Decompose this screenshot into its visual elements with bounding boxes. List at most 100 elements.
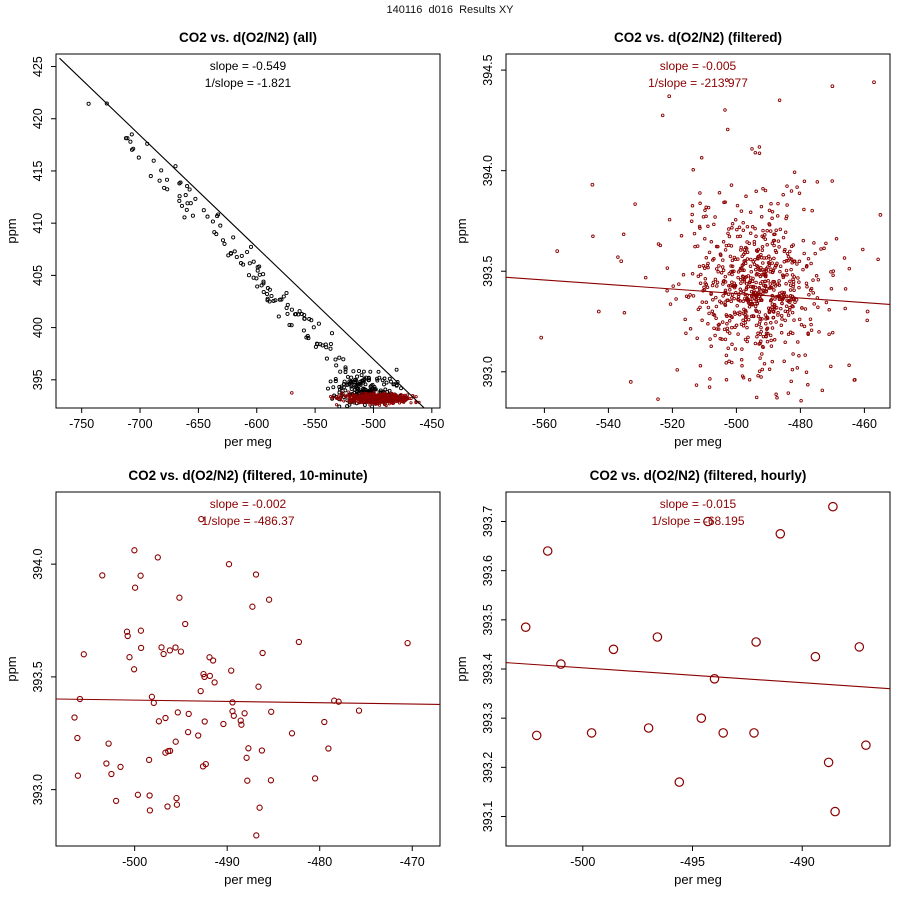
data-point [692, 231, 697, 236]
data-point [767, 254, 771, 259]
data-point [792, 275, 797, 279]
data-point [809, 261, 813, 266]
y-tick-label: 393.0 [31, 774, 45, 805]
panel-co2-filtered-hourly: CO2 vs. d(O2/N2) (filtered, hourly) -500-… [450, 460, 900, 898]
data-point [809, 322, 813, 327]
data-point [779, 331, 784, 335]
data-point [720, 265, 725, 269]
data-point [725, 127, 730, 132]
data-point [753, 226, 757, 231]
fit-line [56, 698, 440, 705]
data-point [750, 225, 755, 229]
data-point [761, 228, 765, 233]
data-point [761, 186, 765, 191]
data-point [173, 164, 178, 169]
data-point [788, 305, 792, 310]
data-point [336, 397, 340, 401]
plot-box [55, 53, 441, 409]
data-point [389, 379, 393, 384]
data-point [743, 317, 748, 322]
data-point [715, 327, 719, 331]
data-point [388, 399, 392, 403]
x-tick-label: -500 [361, 417, 386, 431]
data-point [184, 728, 192, 736]
data-point [124, 632, 131, 640]
data-point [792, 170, 797, 174]
data-point [343, 388, 348, 393]
data-point [345, 383, 350, 387]
data-point [252, 571, 260, 578]
data-point [732, 255, 737, 260]
data-point [750, 147, 754, 151]
data-point [708, 377, 712, 381]
data-point [702, 266, 707, 271]
data-point [784, 216, 788, 221]
data-point [746, 335, 750, 340]
data-point [780, 273, 785, 277]
annotation-line: slope = -0.002 [210, 497, 287, 511]
x-tick-label: -650 [186, 417, 211, 431]
data-point [778, 269, 782, 274]
data-point [795, 262, 799, 266]
data-point [126, 654, 133, 661]
data-point [658, 243, 663, 248]
data-point [136, 155, 141, 160]
data-point [652, 632, 663, 642]
data-point [405, 393, 409, 397]
data-point [328, 379, 333, 384]
data-point [356, 397, 361, 401]
data-point [724, 353, 729, 358]
data-point [757, 145, 762, 149]
x-tick-label: -490 [790, 855, 815, 869]
data-point [757, 322, 762, 326]
data-point [709, 674, 720, 684]
data-point [369, 389, 374, 394]
y-tick-label: 393.4 [481, 653, 495, 684]
y-axis-label: ppm [4, 218, 19, 243]
data-point [671, 284, 675, 288]
data-point [39, 809, 44, 814]
data-point [621, 232, 626, 237]
panel-co2-all: CO2 vs. d(O2/N2) (all) -750 -700 -650 -600 -5… [0, 22, 450, 460]
data-point [608, 644, 619, 655]
data-point [674, 297, 678, 301]
data-point [341, 357, 346, 362]
data-point [757, 310, 762, 314]
data-point [256, 804, 263, 811]
data-point [766, 278, 770, 283]
data-point [353, 380, 358, 385]
data-point [384, 380, 389, 385]
data-point [769, 201, 773, 206]
data-point [177, 194, 182, 199]
data-point [254, 276, 259, 281]
data-point [754, 280, 758, 285]
data-point [675, 368, 679, 372]
y-axis: 395 400 405 410 415 420 425 ppm [4, 56, 56, 390]
data-point [744, 194, 748, 199]
data-point [103, 760, 110, 767]
data-point [313, 344, 318, 349]
data-point [209, 657, 217, 664]
y-axis: 393.0 393.5 394.0 ppm [4, 548, 56, 805]
data-point [751, 276, 755, 281]
data-point [701, 263, 706, 268]
data-point [379, 394, 383, 398]
data-point [816, 305, 820, 309]
data-point [756, 291, 760, 295]
data-point [753, 257, 757, 262]
data-point [746, 274, 751, 278]
data-point [753, 150, 758, 155]
data-point [736, 297, 740, 302]
data-point [704, 205, 708, 210]
data-point [763, 274, 768, 279]
data-point [714, 244, 719, 249]
data-point [128, 139, 133, 144]
data-point [788, 279, 792, 284]
data-point [695, 244, 700, 248]
data-point [222, 241, 227, 246]
y-tick-label: 394.0 [31, 548, 45, 579]
y-tick-label: 400 [31, 317, 45, 338]
data-point [779, 306, 783, 311]
data-point [785, 273, 789, 277]
data-point [248, 244, 254, 249]
